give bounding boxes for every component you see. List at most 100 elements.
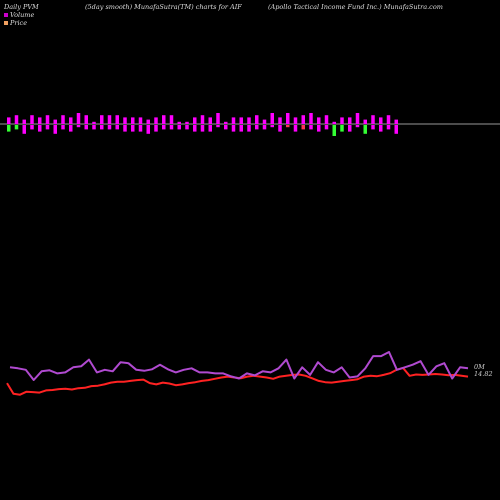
volume-bar-up: [394, 119, 398, 124]
volume-bar-down: [255, 125, 259, 130]
volume-bar-down: [270, 125, 274, 128]
volume-bar-up: [340, 117, 344, 124]
volume-bar-up: [348, 117, 352, 124]
volume-bar-up: [107, 115, 112, 124]
volume-bar-up: [154, 117, 158, 124]
volume-bar-down: [138, 125, 143, 132]
volume-bar-down: [239, 125, 243, 132]
volume-bar-up: [270, 113, 274, 124]
volume-bar-down: [224, 125, 228, 130]
volume-bar-down: [131, 125, 135, 132]
volume-bar-down: [185, 125, 189, 130]
volume-bar-up: [169, 115, 174, 124]
volume-bar-down: [379, 125, 383, 132]
volume-bar-down: [247, 125, 251, 132]
volume-bar-up: [332, 121, 336, 124]
volume-bar-up: [69, 117, 73, 124]
volume-bar-up: [262, 119, 267, 124]
chart-source: (Apollo Tactical Income Fund Inc.) Munaf…: [268, 3, 443, 11]
volume-bar-up: [355, 113, 360, 124]
volume-bar-up: [324, 115, 329, 124]
volume-bar-up: [53, 119, 57, 124]
volume-bar-up: [208, 117, 212, 124]
volume-bar-up: [379, 117, 383, 124]
volume-bar-down: [394, 125, 398, 134]
volume-bar-down: [100, 125, 104, 130]
volume-bar-up: [363, 119, 367, 124]
volume-bar-up: [30, 115, 34, 124]
volume-bar-down: [317, 125, 321, 132]
volume-bar-up: [317, 117, 321, 124]
chart-subtitle: (5day smooth) MunafaSutra(TM) charts for…: [85, 3, 242, 11]
volume-bar-down: [30, 125, 34, 130]
volume-bar-down: [200, 125, 205, 132]
volume-bar-up: [231, 117, 236, 124]
volume-bar-up: [371, 115, 375, 124]
volume-bar-up: [146, 119, 150, 124]
volume-bar-down: [363, 125, 367, 134]
volume-bar-up: [115, 115, 119, 124]
volume-bar-up: [92, 121, 96, 124]
volume-bar-down: [14, 125, 19, 130]
volume-bar-up: [162, 115, 166, 124]
volume-bar-up: [131, 117, 135, 124]
volume-bar-down: [84, 125, 88, 130]
volume-bar-up: [301, 115, 305, 124]
volume-bar-down: [262, 125, 267, 130]
legend-volume-swatch: [4, 13, 8, 17]
volume-bar-down: [208, 125, 212, 132]
price-line: [6, 367, 469, 396]
volume-bar-down: [324, 125, 329, 130]
volume-bar-down: [7, 125, 11, 132]
volume-bar-down: [38, 125, 42, 132]
volume-bar-down: [162, 125, 166, 130]
volume-bar-down: [107, 125, 112, 130]
volume-bar-up: [177, 121, 181, 124]
volume-bar-down: [146, 125, 150, 134]
volume-bar-up: [76, 113, 81, 124]
volume-bar-down: [45, 125, 50, 130]
volume-bar-down: [61, 125, 65, 130]
volume-bar-up: [84, 115, 88, 124]
volume-bar-up: [309, 113, 313, 124]
volume-end-label: 0M: [474, 363, 485, 371]
volume-bar-down: [340, 125, 344, 132]
volume-bar-up: [100, 115, 104, 124]
volume-bar-down: [309, 125, 313, 130]
volume-bar-up: [286, 113, 290, 124]
volume-bar-down: [355, 125, 360, 128]
volume-bar-down: [92, 125, 96, 130]
volume-bar-down: [278, 125, 282, 132]
volume-bar-up: [61, 115, 65, 124]
volume-bar-down: [22, 125, 26, 134]
chart-type-label: Daily PVM: [4, 3, 39, 11]
volume-bar-up: [193, 117, 197, 124]
volume-bar-down: [231, 125, 236, 132]
legend-volume-label: Volume: [10, 11, 35, 19]
volume-bar-up: [255, 115, 259, 124]
volume-bar-down: [301, 125, 305, 130]
volume-bar-up: [216, 113, 220, 124]
volume-bar-up: [386, 115, 391, 124]
legend-price: Price: [4, 19, 27, 27]
volume-bar-up: [185, 121, 189, 124]
volume-bar-down: [371, 125, 375, 130]
volume-bar-down: [53, 125, 57, 134]
price-end-label: 14.82: [474, 370, 493, 378]
volume-bar-down: [115, 125, 119, 130]
volume-bar-up: [22, 119, 26, 124]
volume-bar-up: [278, 117, 282, 124]
legend-volume: Volume: [4, 11, 34, 19]
volume-line: [9, 351, 469, 381]
volume-bar-up: [138, 117, 143, 124]
volume-bar-down: [386, 125, 391, 130]
volume-bar-up: [45, 115, 50, 124]
volume-bar-down: [348, 125, 352, 132]
volume-bar-down: [216, 125, 220, 128]
volume-bar-up: [7, 117, 11, 124]
volume-bar-down: [193, 125, 197, 132]
volume-bar-down: [76, 125, 81, 128]
volume-bar-up: [38, 117, 42, 124]
volume-bar-down: [154, 125, 158, 132]
